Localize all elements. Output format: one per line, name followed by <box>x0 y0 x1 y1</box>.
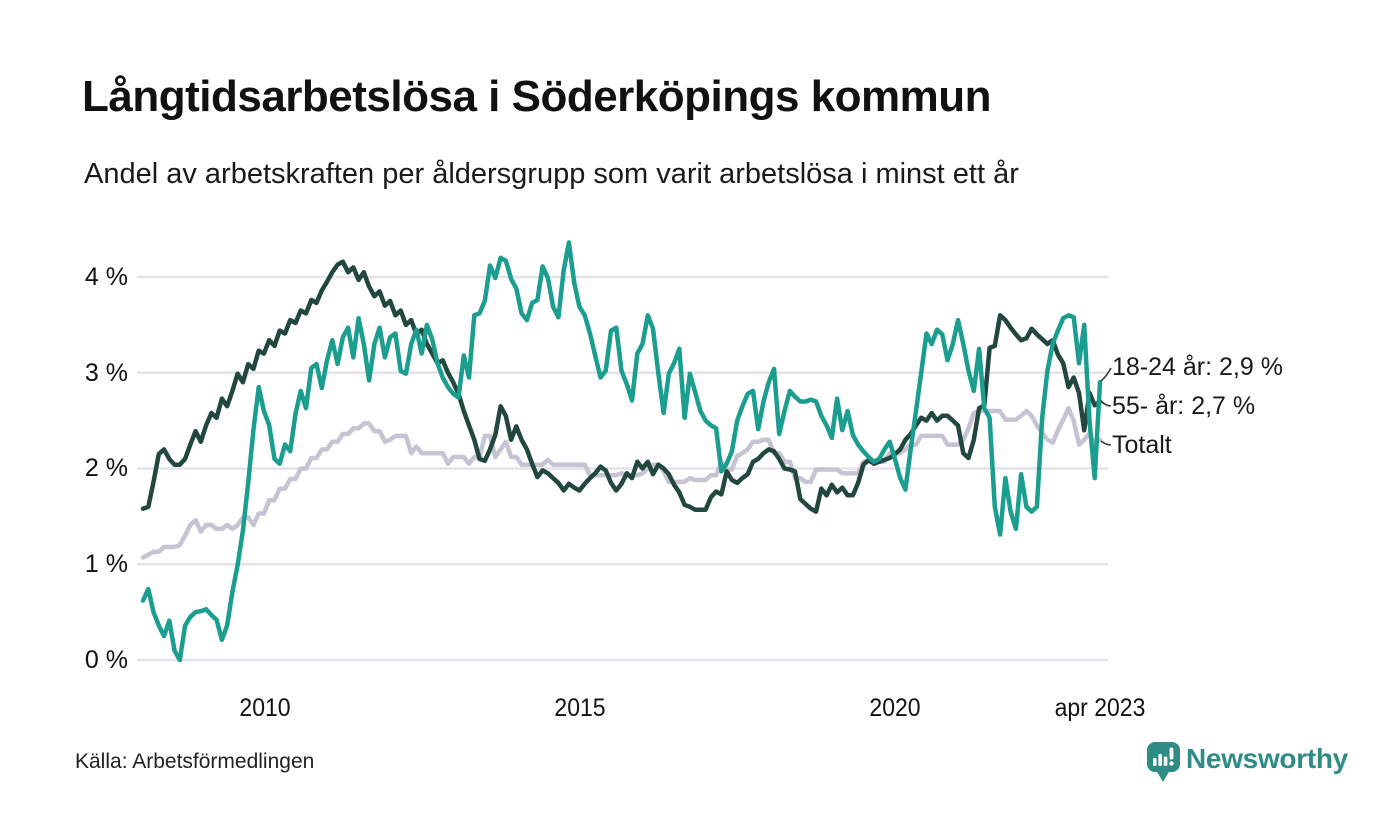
connector-totalt <box>1100 440 1112 446</box>
page-subtitle: Andel av arbetskraften per åldersgrupp s… <box>84 158 1019 190</box>
xtick-2010: 2010 <box>239 694 291 722</box>
brand-name: Newsworthy <box>1186 743 1348 774</box>
brand-logo: Newsworthy <box>1146 741 1386 791</box>
ytick-4: 4 % <box>84 263 128 291</box>
ytick-3: 3 % <box>84 359 128 387</box>
series-label-18-24: 18-24 år: 2,9 % <box>1112 353 1283 381</box>
series-line-totalt <box>140 405 1103 560</box>
connector-55 <box>1100 400 1112 407</box>
xtick-apr-2023: apr 2023 <box>1054 694 1146 722</box>
connector-18-24 <box>1100 367 1112 382</box>
newsworthy-icon <box>1147 742 1180 782</box>
ytick-0: 0 % <box>84 646 128 674</box>
series-line-18-24-r <box>140 240 1103 663</box>
series-label-55: 55- år: 2,7 % <box>1112 392 1256 420</box>
series-lines <box>140 240 1103 663</box>
series-line-55-r <box>140 259 1103 514</box>
ytick-2: 2 % <box>84 454 128 482</box>
end-label-connectors <box>1100 367 1112 446</box>
ytick-1: 1 % <box>84 550 128 578</box>
source-note: Källa: Arbetsförmedlingen <box>75 750 315 773</box>
xtick-2020: 2020 <box>869 694 921 722</box>
xtick-2015: 2015 <box>554 694 606 722</box>
page-title: Långtidsarbetslösa i Söderköpings kommun <box>82 72 992 121</box>
gridlines <box>137 275 1108 662</box>
series-label-totalt: Totalt <box>1112 431 1172 459</box>
